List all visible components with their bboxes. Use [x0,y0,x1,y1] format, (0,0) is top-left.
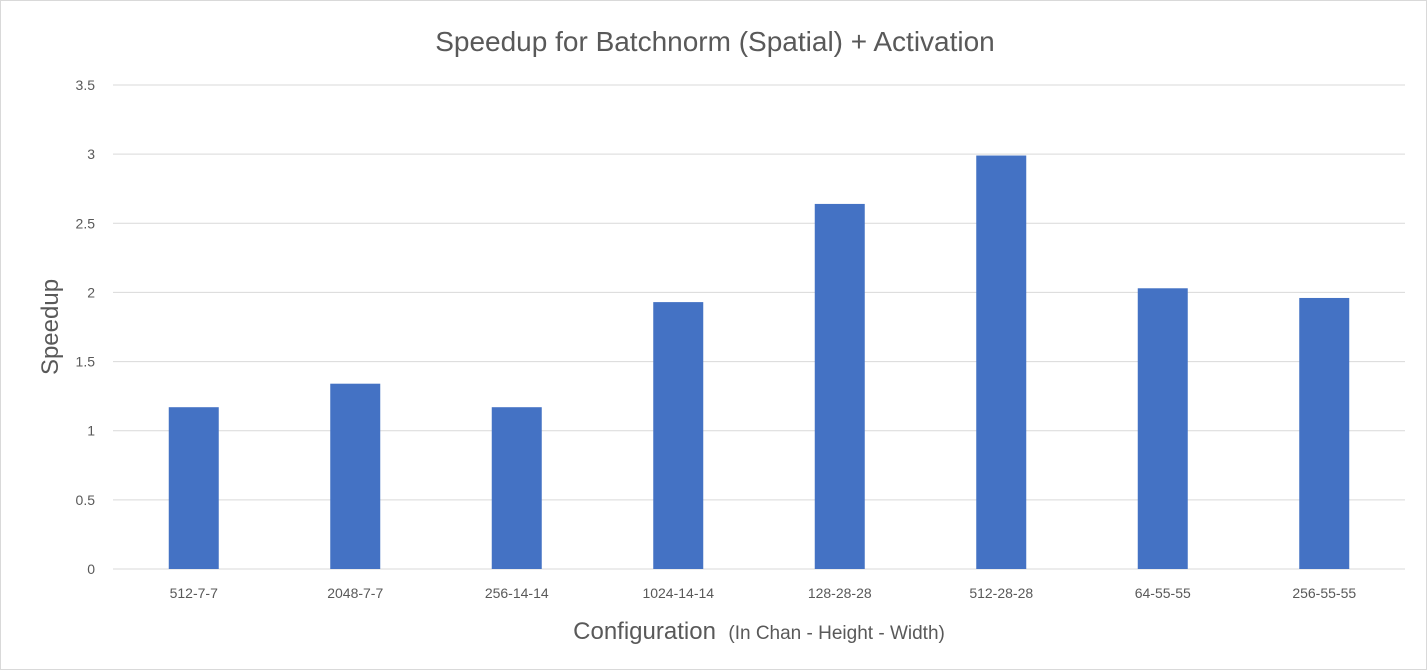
bar-256-14-14 [491,407,542,569]
gridlines [113,84,1405,570]
x-tick-label: 64-55-55 [1135,585,1191,601]
y-axis-ticks: 0 0.5 1 1.5 2 2.5 3 3.5 [76,77,96,577]
bar-64-55-55 [1137,288,1188,569]
bar-128-28-28 [814,203,865,569]
x-axis-title-note: (In Chan - Height - Width) [728,623,944,644]
x-tick-label: 1024-14-14 [642,585,714,601]
x-axis-title: Configuration (In Chan - Height - Width) [573,618,945,645]
x-tick-label: 256-14-14 [485,585,549,601]
y-tick-label: 0 [87,561,95,577]
y-tick-label: 3 [87,146,95,162]
y-tick-label: 0.5 [76,492,96,508]
y-axis-title: Speedup [37,279,64,375]
bar-2048-7-7 [330,383,381,569]
y-tick-label: 2.5 [76,215,96,231]
y-tick-label: 2 [87,284,95,300]
y-tick-label: 1.5 [76,354,96,370]
chart-title: Speedup for Batchnorm (Spatial) + Activa… [435,26,995,57]
x-tick-label: 2048-7-7 [327,585,383,601]
bars [168,155,1350,570]
bar-1024-14-14 [653,302,704,569]
x-tick-label: 256-55-55 [1292,585,1356,601]
x-tick-label: 512-28-28 [969,585,1033,601]
bar-256-55-55 [1299,297,1350,569]
y-tick-label: 3.5 [76,77,96,93]
y-tick-label: 1 [87,423,95,439]
bar-512-7-7 [168,407,219,569]
x-axis-title-main: Configuration [573,618,716,645]
x-tick-label: 512-7-7 [170,585,218,601]
x-axis-ticks: 512-7-7 2048-7-7 256-14-14 1024-14-14 128-28… [170,585,1357,601]
bar-512-28-28 [976,155,1027,570]
x-tick-label: 128-28-28 [808,585,872,601]
